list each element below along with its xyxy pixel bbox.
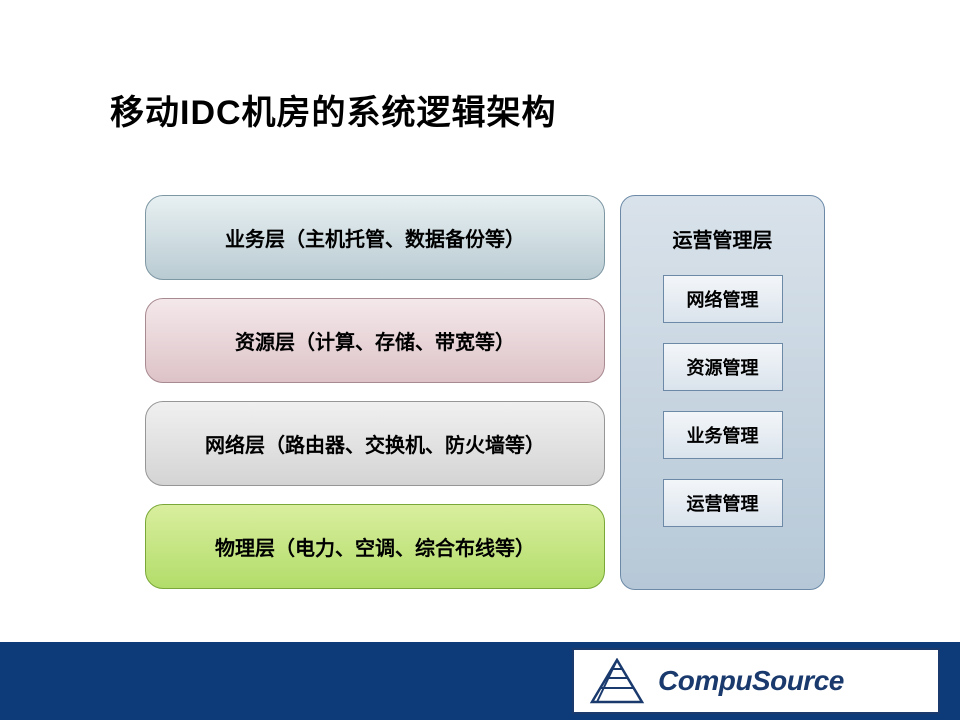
panel-item-label: 网络管理 — [687, 286, 759, 312]
layer-label: 业务层（主机托管、数据备份等） — [225, 223, 525, 252]
panel-item-label: 资源管理 — [687, 354, 759, 380]
footer-band: CompuSource — [0, 642, 960, 720]
panel-item-label: 运营管理 — [687, 490, 759, 516]
panel-item-label: 业务管理 — [687, 422, 759, 448]
panel-item: 运营管理 — [663, 479, 783, 527]
resource-layer: 资源层（计算、存储、带宽等） — [145, 298, 605, 383]
logo-box: CompuSource — [572, 648, 940, 714]
business-layer: 业务层（主机托管、数据备份等） — [145, 195, 605, 280]
logo-text: CompuSource — [658, 665, 844, 697]
layer-stack: 业务层（主机托管、数据备份等） 资源层（计算、存储、带宽等） 网络层（路由器、交… — [145, 195, 605, 607]
layer-label: 物理层（电力、空调、综合布线等） — [215, 532, 535, 561]
slide-title: 移动IDC机房的系统逻辑架构 — [110, 85, 557, 134]
panel-item: 网络管理 — [663, 275, 783, 323]
panel-title: 运营管理层 — [673, 224, 773, 253]
layer-label: 网络层（路由器、交换机、防火墙等） — [205, 429, 545, 458]
operations-management-panel: 运营管理层 网络管理 资源管理 业务管理 运营管理 — [620, 195, 825, 590]
layer-label: 资源层（计算、存储、带宽等） — [235, 326, 515, 355]
network-layer: 网络层（路由器、交换机、防火墙等） — [145, 401, 605, 486]
panel-item: 资源管理 — [663, 343, 783, 391]
architecture-diagram: 业务层（主机托管、数据备份等） 资源层（计算、存储、带宽等） 网络层（路由器、交… — [145, 195, 845, 605]
physical-layer: 物理层（电力、空调、综合布线等） — [145, 504, 605, 589]
pyramid-icon — [588, 658, 646, 704]
panel-item: 业务管理 — [663, 411, 783, 459]
